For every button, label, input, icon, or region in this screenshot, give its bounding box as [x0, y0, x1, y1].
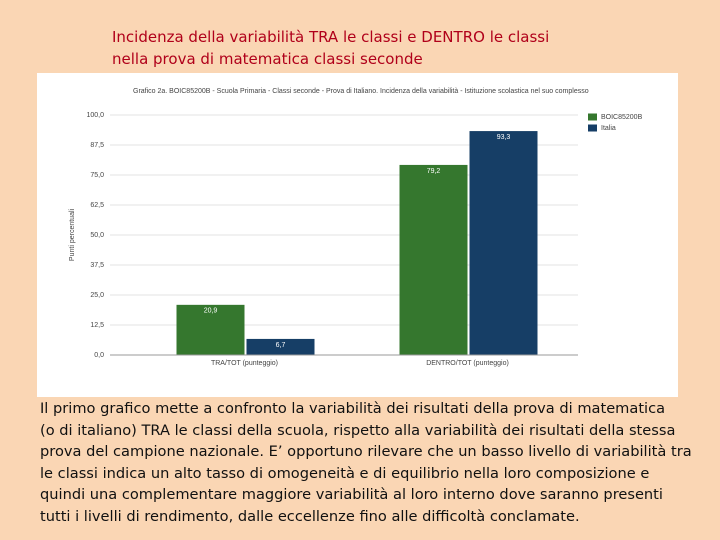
bar: [246, 338, 315, 355]
chart-title: Grafico 2a. BOIC85200B - Scuola Primaria…: [133, 88, 589, 95]
y-tick-label: 25,0: [90, 292, 104, 299]
value-label: 20,9: [204, 308, 218, 315]
y-tick-label: 0,0: [94, 352, 104, 359]
body-text: Il primo grafico mette a confronto la va…: [40, 398, 710, 527]
body-line: Il primo grafico mette a confronto la va…: [40, 400, 666, 417]
value-label: 93,3: [497, 134, 511, 141]
bar: [469, 131, 538, 355]
y-tick-label: 62,5: [90, 202, 104, 209]
body-line: (o di italiano) TRA le classi della scuo…: [40, 421, 676, 439]
x-tick-label: DENTRO/TOT (punteggio): [426, 360, 509, 367]
body-line: le classi indica un alto tasso di omogen…: [40, 464, 650, 482]
y-tick-label: 87,5: [90, 142, 104, 149]
bar: [176, 304, 245, 355]
value-label: 6,7: [276, 342, 286, 349]
body-line: quindi una complementare maggiore variab…: [40, 486, 663, 503]
legend-label: BOIC85200B: [601, 114, 643, 121]
body-line: tutti i livelli di rendimento, dalle ecc…: [40, 507, 580, 525]
legend-label: Italia: [601, 125, 616, 132]
legend-swatch: [588, 124, 597, 132]
y-tick-label: 37,5: [90, 262, 104, 269]
y-tick-label: 100,0: [86, 112, 104, 119]
value-label: 79,2: [427, 168, 441, 175]
y-tick-label: 50,0: [90, 232, 104, 239]
y-tick-label: 12,5: [90, 322, 104, 329]
legend-swatch: [588, 113, 597, 121]
bar: [399, 164, 468, 355]
slide-title: Incidenza della variabilità TRA le class…: [112, 28, 550, 68]
y-tick-label: 75,0: [90, 172, 104, 179]
body-line: prova del campione nazionale. E’ opportu…: [40, 443, 692, 460]
x-tick-label: TRA/TOT (punteggio): [211, 360, 278, 367]
y-axis-label: Punti percentuali: [69, 208, 76, 261]
